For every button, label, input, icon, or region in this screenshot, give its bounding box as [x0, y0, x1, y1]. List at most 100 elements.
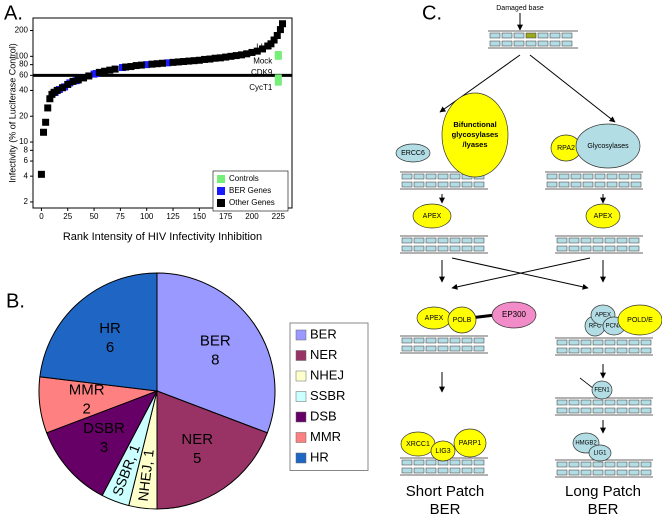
- base: [558, 181, 570, 188]
- base: [549, 32, 561, 39]
- outcome-label: BER: [430, 501, 461, 518]
- base: [556, 399, 568, 406]
- base: [437, 345, 449, 352]
- protein-label: HMGB2: [575, 441, 597, 447]
- protein-label: EP300: [502, 310, 527, 319]
- data-point: [143, 61, 151, 69]
- protein: [441, 92, 509, 178]
- base: [537, 40, 549, 47]
- legend-swatch: [217, 175, 225, 183]
- base: [640, 399, 652, 406]
- base: [425, 181, 437, 188]
- legend-box: [212, 170, 289, 212]
- data-point: [74, 76, 82, 84]
- protein-label: LIG1: [593, 451, 607, 457]
- legend-swatch: [295, 350, 307, 361]
- x-tick-label: 25: [63, 212, 72, 221]
- base: [592, 339, 604, 346]
- base: [461, 467, 473, 474]
- y-tick-label: 6: [24, 156, 29, 165]
- base: [580, 237, 592, 244]
- base: [425, 345, 437, 352]
- slice-value: 5: [193, 450, 201, 467]
- protein: [585, 203, 621, 229]
- base: [616, 407, 628, 414]
- protein: [453, 428, 487, 458]
- base: [473, 237, 485, 244]
- protein-label: glycosylases: [452, 130, 499, 139]
- data-point: [267, 40, 275, 48]
- data-point: [248, 48, 256, 56]
- base: [580, 347, 592, 354]
- base: [425, 337, 437, 344]
- data-point: [279, 20, 287, 28]
- data-point: [80, 74, 88, 82]
- legend-swatch: [295, 370, 307, 382]
- slice-name: HR: [99, 320, 121, 337]
- legend-swatch: [295, 452, 307, 464]
- pie-slice: [156, 272, 276, 434]
- data-point: [137, 61, 145, 69]
- base: [473, 245, 485, 252]
- base: [604, 399, 616, 406]
- legend-swatch: [217, 187, 225, 195]
- base: [401, 173, 413, 180]
- base: [556, 245, 568, 252]
- base: [594, 173, 606, 180]
- protein: [430, 440, 456, 462]
- y-tick-label: 4: [24, 171, 29, 180]
- data-point: [276, 26, 284, 34]
- protein-label: POLD/E: [627, 317, 653, 324]
- slice-name: NER: [181, 431, 213, 448]
- protein-label: XRCC1: [406, 441, 430, 448]
- base: [616, 469, 628, 476]
- base: [592, 469, 604, 476]
- outcome-label: BER: [588, 501, 619, 518]
- base: [616, 245, 628, 252]
- slice-name: NHEJ,: [134, 460, 155, 502]
- protein: [588, 444, 612, 462]
- data-point: [206, 55, 214, 63]
- base: [594, 181, 606, 188]
- base: [580, 407, 592, 414]
- base: [401, 237, 413, 244]
- base: [449, 245, 461, 252]
- legend-label: BER: [310, 326, 337, 341]
- pie-slice: [156, 390, 268, 510]
- data-point: [180, 58, 188, 66]
- data-point: [159, 59, 166, 67]
- pie-slice: [39, 272, 158, 392]
- base: [561, 40, 573, 47]
- base: [401, 467, 413, 474]
- base: [437, 181, 449, 188]
- base: [628, 339, 640, 346]
- legend-label: NER: [310, 347, 337, 362]
- data-point: [195, 56, 203, 64]
- base: [546, 181, 558, 188]
- pie-slice: [46, 390, 159, 497]
- data-point: [222, 53, 230, 61]
- plot-frame: [32, 17, 293, 209]
- x-axis-label: Rank Intensity of HIV Infectivity Inhibi…: [63, 231, 262, 243]
- base: [618, 181, 630, 188]
- outcome-label: Long Patch: [565, 483, 641, 500]
- base: [592, 461, 604, 468]
- base: [568, 469, 580, 476]
- base: [501, 40, 513, 47]
- base: [616, 399, 628, 406]
- dna-duplex: [545, 171, 643, 190]
- base: [549, 40, 561, 47]
- base: [525, 32, 537, 39]
- base: [449, 345, 461, 352]
- slice-value: 3: [100, 439, 108, 456]
- base: [425, 467, 437, 474]
- base: [640, 407, 652, 414]
- base: [501, 32, 513, 39]
- base: [628, 407, 640, 414]
- base: [413, 467, 425, 474]
- dna-duplex: [400, 171, 488, 190]
- protein: [447, 306, 477, 334]
- base: [461, 237, 473, 244]
- base: [425, 245, 437, 252]
- protein-label: APEX: [594, 213, 613, 220]
